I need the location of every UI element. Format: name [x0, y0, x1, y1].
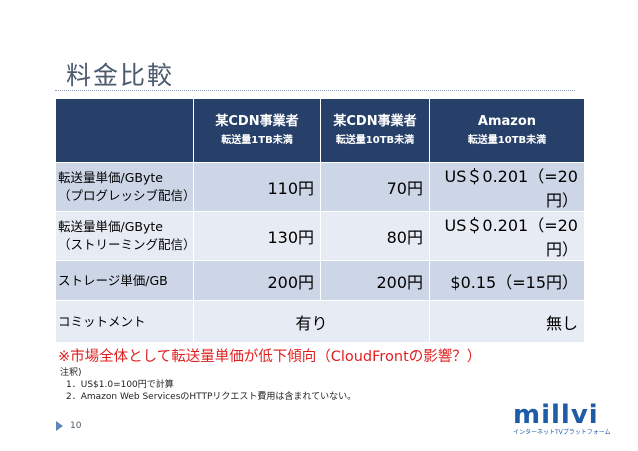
header-name: 某CDN事業者 [333, 113, 417, 129]
footnote-item: 2．Amazon Web ServicesのHTTPリクエスト費用は含まれていな… [66, 392, 357, 402]
header-sub: 転送量10TB未満 [467, 134, 547, 146]
page-marker-icon [56, 421, 63, 431]
logo-wordmark: millvi [513, 400, 599, 430]
table-row: 転送量単価/GByte （ストリーミング配信） 130円 80円 US＄0.20… [55, 211, 585, 261]
title-divider [55, 90, 575, 91]
table-row: ストレージ単価/GB 200円 200円 $0.15（=15円） [55, 260, 585, 301]
price-cell: 200円 [320, 260, 430, 301]
header-cell-empty [55, 98, 194, 163]
market-note: ※市場全体として転送量単価が低下傾向（CloudFrontの影響？） [58, 349, 482, 365]
price-cell: 110円 [193, 162, 321, 212]
row-label-line1: コミットメント [58, 313, 146, 329]
header-name: 某CDN事業者 [215, 113, 299, 129]
footnote-heading: 注釈) [60, 368, 82, 378]
commitment-cell: 有り [193, 300, 430, 343]
row-label: コミットメント [55, 300, 194, 343]
header-cell-cdn-1tb: 某CDN事業者 転送量1TB未満 [193, 98, 321, 163]
table-row: 転送量単価/GByte （プログレッシブ配信） 110円 70円 US＄0.20… [55, 162, 585, 212]
price-cell: 70円 [320, 162, 430, 212]
header-sub: 転送量1TB未満 [221, 134, 293, 146]
row-label: 転送量単価/GByte （ストリーミング配信） [55, 211, 196, 261]
row-label-line2: （ストリーミング配信） [58, 237, 196, 252]
row-label-line1: 転送量単価/GByte [58, 170, 163, 185]
header-row: 某CDN事業者 転送量1TB未満 某CDN事業者 転送量10TB未満 Amazo… [55, 98, 585, 163]
pricing-table: 某CDN事業者 転送量1TB未満 某CDN事業者 転送量10TB未満 Amazo… [55, 98, 585, 343]
footnotes: 注釈) 1．US$1.0=100円で計算 2．Amazon Web Servic… [60, 367, 356, 403]
header-cell-cdn-10tb: 某CDN事業者 転送量10TB未満 [320, 98, 430, 163]
price-cell: 130円 [193, 211, 321, 261]
commitment-cell: 無し [429, 300, 585, 343]
row-label-line2: （プログレッシブ配信） [58, 188, 196, 203]
page-number: 10 [70, 421, 82, 431]
slide-title: 料金比較 [66, 61, 175, 90]
price-cell: $0.15（=15円） [429, 260, 585, 301]
logo-tagline: インターネットTVプラットフォーム [513, 429, 611, 436]
header-cell-amazon: Amazon 転送量10TB未満 [429, 98, 585, 163]
header-sub: 転送量10TB未満 [335, 134, 415, 146]
millvi-logo: millvi インターネットTVプラットフォーム [513, 400, 611, 442]
row-label: 転送量単価/GByte （プログレッシブ配信） [55, 162, 196, 212]
footnote-item: 1．US$1.0=100円で計算 [66, 380, 174, 390]
table-row: コミットメント 有り 無し [55, 300, 585, 343]
row-label-line1: 転送量単価/GByte [58, 219, 163, 234]
price-cell: US＄0.201（=20円） [429, 162, 585, 212]
price-cell: 80円 [320, 211, 430, 261]
row-label-line1: ストレージ単価/GB [58, 272, 168, 288]
row-label: ストレージ単価/GB [55, 260, 194, 301]
header-name: Amazon [477, 113, 537, 129]
price-cell: US＄0.201（=20円） [429, 211, 585, 261]
price-cell: 200円 [193, 260, 321, 301]
